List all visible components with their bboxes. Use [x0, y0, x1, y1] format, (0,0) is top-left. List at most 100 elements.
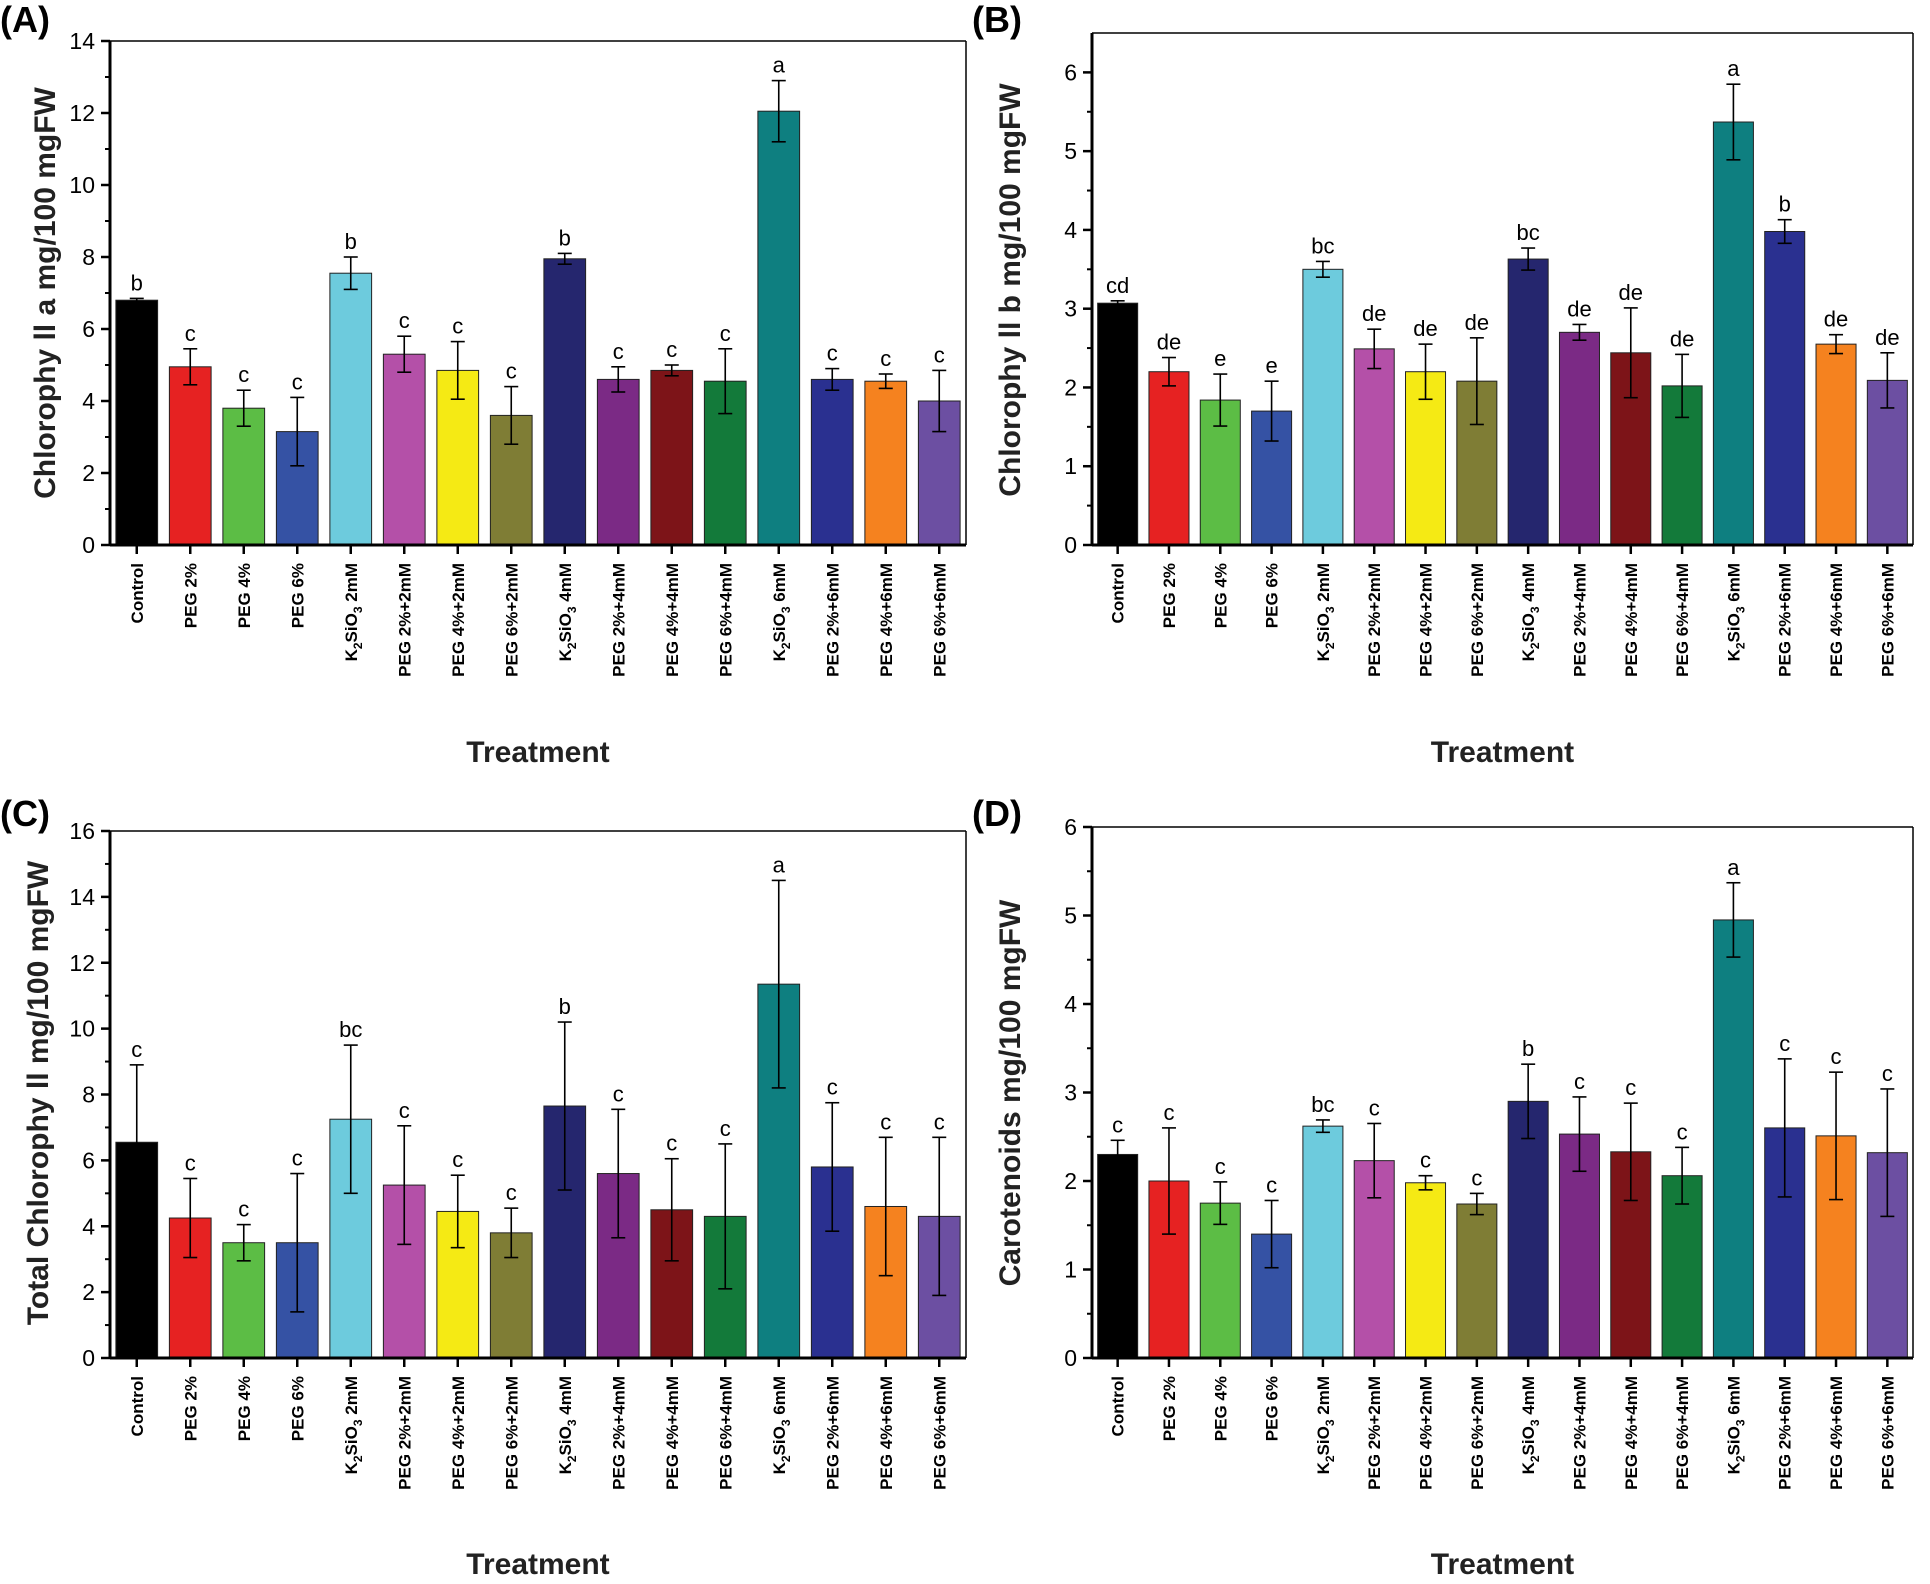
y-tick-label: 10: [69, 172, 95, 198]
category-label: PEG 6%+2mM: [502, 563, 521, 677]
significance-label: de: [1413, 316, 1437, 341]
category-label: PEG 6%+2mM: [1468, 563, 1487, 677]
panel-letter: (B): [972, 0, 1022, 40]
category-label: PEG 4%+6mM: [877, 563, 896, 677]
y-tick-label: 6: [1064, 814, 1077, 840]
category-label: PEG 6%: [1263, 563, 1282, 628]
y-tick-label: 2: [1064, 1168, 1077, 1194]
category-label: PEG 2%+2mM: [1365, 563, 1384, 677]
category-label: PEG 4%: [235, 1376, 254, 1441]
y-axis-title: Chlorophy ll b mg/100 mgFW: [994, 83, 1027, 497]
y-axis-title: Carotenoids mg/100 mgFW: [994, 899, 1027, 1286]
category-label: PEG 2%+6mM: [1776, 563, 1795, 677]
y-tick-label: 3: [1064, 296, 1077, 322]
significance-label: c: [399, 308, 410, 333]
category-label: PEG 6%+4mM: [716, 563, 735, 677]
bar: [1507, 1100, 1549, 1359]
category-label: PEG 4%+2mM: [449, 563, 468, 677]
x-axis-title: Treatment: [466, 1548, 609, 1581]
significance-label: a: [1727, 56, 1740, 81]
y-tick-label: 0: [1064, 1345, 1077, 1371]
category-label: K2SiO3 6mM: [1724, 1376, 1747, 1474]
y-tick-label: 5: [1064, 138, 1077, 164]
category-label: PEG 2%+4mM: [1570, 563, 1589, 677]
x-axis-title: Treatment: [466, 736, 609, 769]
significance-label: c: [934, 1109, 945, 1134]
significance-label: c: [1420, 1148, 1431, 1173]
category-label: PEG 6%+4mM: [1673, 563, 1692, 677]
significance-label: bc: [1311, 1092, 1334, 1117]
category-label: K2SiO3 4mM: [1519, 1376, 1542, 1474]
category-label: PEG 2%: [181, 563, 200, 628]
significance-label: c: [1625, 1075, 1636, 1100]
significance-label: cd: [1106, 273, 1129, 298]
panel-letter: (C): [0, 793, 50, 834]
category-label: K2SiO3 4mM: [556, 563, 579, 661]
chart-panel-d: (D) 0 1 2 3 4 5 6 c Control c PEG 2% c PEG 4% c PEG 6% b…: [972, 793, 1914, 1581]
x-axis-title: Treatment: [1431, 736, 1574, 769]
bar: [543, 258, 587, 546]
y-tick-label: 12: [69, 100, 95, 126]
category-label: PEG 4%: [1211, 563, 1230, 628]
panel-letter: (D): [972, 793, 1022, 834]
category-label: PEG 6%+6mM: [930, 563, 949, 677]
category-label: K2SiO3 2mM: [1314, 1376, 1337, 1474]
chart-panel-a: (A) 0 2 4 6 8 10 12 14 b Control c PEG 2% c PEG 4% c PEG…: [0, 0, 967, 769]
y-tick-label: 1: [1064, 1257, 1077, 1283]
category-label: PEG 4%+4mM: [1622, 1376, 1641, 1490]
category-label: PEG 4%+2mM: [1417, 563, 1436, 677]
category-label: Control: [128, 563, 147, 623]
significance-label: de: [1567, 296, 1591, 321]
y-tick-label: 8: [82, 1082, 95, 1108]
bar: [757, 110, 801, 546]
significance-label: c: [880, 346, 891, 371]
significance-label: c: [613, 1081, 624, 1106]
y-tick-label: 14: [69, 884, 95, 910]
y-tick-label: 4: [82, 388, 95, 414]
panel-letter: (A): [0, 0, 50, 40]
bar: [596, 378, 640, 546]
significance-label: a: [773, 852, 786, 877]
significance-label: c: [292, 369, 303, 394]
category-label: PEG 4%+4mM: [1622, 563, 1641, 677]
bar: [329, 272, 373, 546]
y-tick-label: 1: [1064, 453, 1077, 479]
bar: [382, 353, 426, 546]
category-label: K2SiO3 4mM: [556, 1376, 579, 1474]
significance-label: c: [666, 337, 677, 362]
category-label: K2SiO3 2mM: [342, 1376, 365, 1474]
y-tick-label: 12: [69, 950, 95, 976]
bar: [1712, 919, 1754, 1359]
significance-label: b: [559, 225, 571, 250]
category-label: PEG 6%+4mM: [1673, 1376, 1692, 1490]
category-label: PEG 4%+6mM: [1827, 1376, 1846, 1490]
y-tick-label: 10: [69, 1016, 95, 1042]
y-tick-label: 16: [69, 818, 95, 844]
category-label: PEG 2%+4mM: [609, 1376, 628, 1490]
significance-label: de: [1875, 325, 1899, 350]
y-tick-label: 4: [82, 1213, 95, 1239]
significance-label: c: [827, 1075, 838, 1100]
bar: [1405, 1182, 1447, 1359]
category-label: Control: [128, 1376, 147, 1436]
y-axis-title: Total Chlorophy ll mg/100 mgFW: [22, 860, 55, 1325]
significance-label: e: [1214, 346, 1226, 371]
category-label: PEG 4%+2mM: [1417, 1376, 1436, 1490]
chart-panel-c: (C) 0 2 4 6 8 10 12 14 16 c Control c PEG 2% c PEG 4% c P…: [0, 793, 967, 1581]
chart-panel-b: (B) 0 1 2 3 4 5 6 cd Control de PEG 2% e PEG 4% e PEG 6…: [972, 0, 1914, 769]
significance-label: de: [1157, 330, 1181, 355]
bar: [864, 380, 908, 546]
y-tick-label: 6: [1064, 59, 1077, 85]
significance-label: c: [1369, 1095, 1380, 1120]
category-label: PEG 2%+4mM: [609, 563, 628, 677]
bar: [1712, 121, 1754, 546]
category-label: PEG 2%+2mM: [1365, 1376, 1384, 1490]
category-label: PEG 2%: [1160, 1376, 1179, 1441]
category-label: PEG 4%+6mM: [1827, 563, 1846, 677]
significance-label: c: [1215, 1154, 1226, 1179]
significance-label: c: [1677, 1119, 1688, 1144]
significance-label: c: [1471, 1165, 1482, 1190]
bar: [1199, 1202, 1241, 1359]
significance-label: c: [131, 1037, 142, 1062]
